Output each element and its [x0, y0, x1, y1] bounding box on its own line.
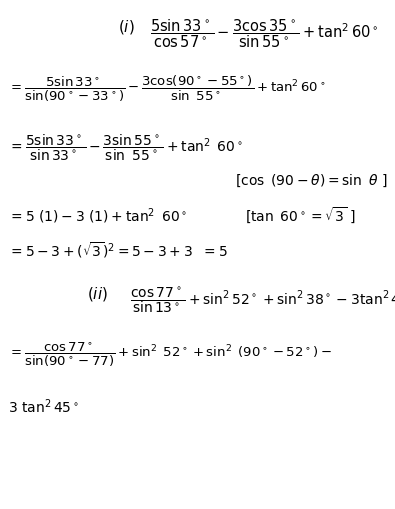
Text: $= 5 - 3 + (\sqrt{3})^2 = 5 - 3 + 3\ \ = 5$: $= 5 - 3 + (\sqrt{3})^2 = 5 - 3 + 3\ \ =…: [8, 240, 228, 260]
Text: $\dfrac{\cos 77^\circ}{\sin 13^\circ} + \sin^2 52^\circ + \sin^2 38^\circ - 3\ta: $\dfrac{\cos 77^\circ}{\sin 13^\circ} + …: [130, 285, 395, 315]
Text: $\dfrac{5\sin 33^\circ}{\cos 57^\circ} - \dfrac{3\cos 35^\circ}{\sin 55^\circ} +: $\dfrac{5\sin 33^\circ}{\cos 57^\circ} -…: [150, 18, 379, 50]
Text: $[\cos\ (90 - \theta ) = \sin\ \theta\ ]$: $[\cos\ (90 - \theta ) = \sin\ \theta\ ]…: [235, 173, 387, 189]
Text: $= \dfrac{5\sin 33^\circ}{\sin 33^\circ} - \dfrac{3\sin 55^\circ}{\sin\ 55^\circ: $= \dfrac{5\sin 33^\circ}{\sin 33^\circ}…: [8, 132, 243, 163]
Text: $= 5\ (1) - 3\ (1) + \tan^2\ 60^\circ$: $= 5\ (1) - 3\ (1) + \tan^2\ 60^\circ$: [8, 206, 187, 226]
Text: $[\tan\ 60^\circ = \sqrt{3}\ ]$: $[\tan\ 60^\circ = \sqrt{3}\ ]$: [245, 206, 356, 227]
Text: $(\mathit{ii})$: $(\mathit{ii})$: [87, 285, 108, 303]
Text: $= \dfrac{5\sin 33^\circ}{\sin (90^\circ - 33^\circ)} - \dfrac{3\cos (90^\circ -: $= \dfrac{5\sin 33^\circ}{\sin (90^\circ…: [8, 74, 325, 104]
Text: $3\ \tan^2 45^\circ$: $3\ \tan^2 45^\circ$: [8, 397, 79, 416]
Text: $(\mathit{i})$: $(\mathit{i})$: [118, 18, 135, 36]
Text: $= \dfrac{\cos 77^\circ}{\sin (90^\circ - 77)} + \sin^2\ 52^\circ + \sin^2\ (90^: $= \dfrac{\cos 77^\circ}{\sin (90^\circ …: [8, 341, 332, 369]
